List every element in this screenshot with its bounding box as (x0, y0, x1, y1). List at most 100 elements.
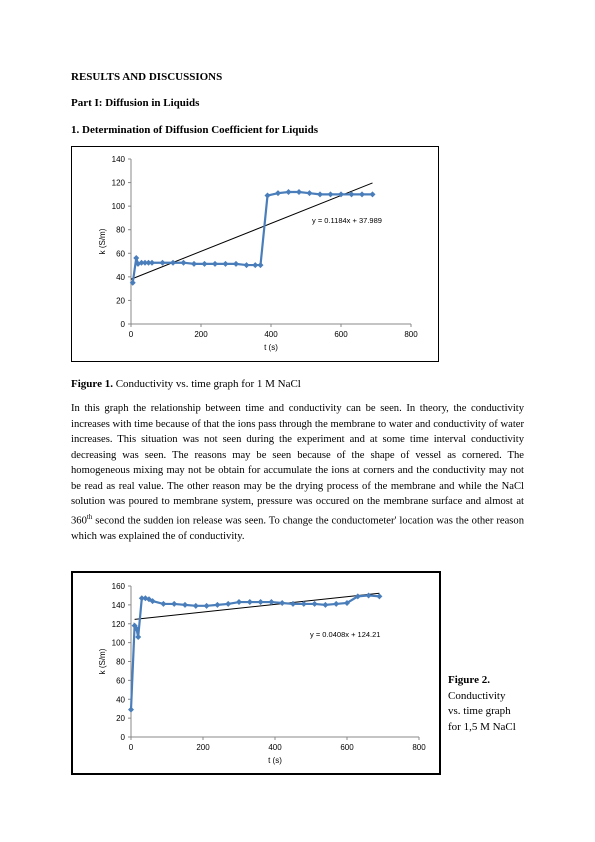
chart2-data-point (149, 598, 156, 605)
chart2-x-tick-label: 600 (340, 743, 354, 752)
chart1-y-tick-label: 0 (121, 320, 126, 329)
chart2-data-point (344, 599, 350, 606)
chart1-data-point (317, 191, 323, 198)
chart1-data-point (257, 262, 264, 269)
chart1-data-point (191, 260, 197, 267)
chart1-data-point (142, 259, 148, 266)
figure2-chart: 0 20 40 60 80 100 120 140 160 0 200 400 600 800 t (s) k… (71, 571, 441, 775)
chart1-data-point (348, 191, 355, 198)
chart2-y-tick-label: 0 (121, 733, 126, 742)
chart1-data-point (275, 190, 281, 197)
part1-heading: Part I: Diffusion in Liquids (71, 97, 200, 109)
figure2-svg: 0 20 40 60 80 100 120 140 160 0 200 400 600 800 t (s) k… (98, 582, 426, 765)
chart2-x-tick-label: 0 (129, 743, 134, 752)
chart1-data-point (243, 262, 250, 269)
chart1-y-tick-label: 40 (116, 273, 125, 282)
chart2-data-point (290, 600, 296, 607)
chart2-data-point (365, 592, 372, 599)
chart2-data-point (146, 596, 152, 603)
chart2-y-tick-label: 20 (116, 714, 125, 723)
chart1-data-point (285, 189, 292, 195)
chart1-trendline-equation: y = 0.1184x + 37.989 (312, 216, 382, 225)
chart1-y-tick-label: 100 (112, 202, 126, 211)
chart1-data-point (159, 259, 166, 266)
chart2-data-point (311, 600, 318, 607)
chart2-data-point (182, 601, 188, 608)
section1-heading: 1. Determination of Diffusion Coefficien… (71, 124, 318, 136)
figure1-caption: Figure 1. Conductivity vs. time graph fo… (71, 378, 301, 390)
chart1-data-point (327, 191, 334, 198)
chart2-y-tick-label: 60 (116, 676, 125, 685)
figure2-caption-line-1: Conductivity (448, 689, 506, 702)
chart2-series-line (129, 594, 380, 710)
chart2-data-point (354, 593, 361, 600)
chart2-data-point (192, 602, 199, 609)
chart2-data-point (246, 599, 253, 606)
chart1-x-tick-label: 400 (264, 330, 278, 339)
chart2-data-point (171, 600, 178, 607)
chart2-data-point (322, 601, 329, 608)
chart1-data-point (212, 260, 218, 267)
discussion-paragraph: In this graph the relationship between t… (71, 401, 524, 544)
chart2-data-point (279, 599, 286, 606)
chart1-data-point (306, 190, 313, 197)
figure2-caption-label: Figure 2. (448, 674, 490, 686)
chart1-data-point (180, 259, 187, 266)
figure1-svg: 0 20 40 60 80 100 120 140 0 200 400 600 800 t (s) k (S… (98, 155, 418, 352)
chart2-data-point (131, 622, 138, 629)
figure2-caption-line-3: for 1,5 M NaCl (448, 720, 516, 733)
chart2-y-tick-label: 160 (112, 582, 126, 591)
chart1-data-point (338, 191, 344, 198)
chart1-data-point (133, 255, 140, 261)
paragraph-text-1: In this graph the relationship between t… (71, 403, 524, 527)
chart2-data-point (236, 599, 242, 606)
chart2-y-tick-label: 80 (116, 658, 125, 667)
chart1-x-tick-label: 800 (404, 330, 418, 339)
chart2-y-axis-label: k (S/m) (98, 648, 107, 674)
figure2-caption-line-2: vs. time graph (448, 705, 511, 717)
chart1-x-axis-label: t (s) (264, 343, 278, 352)
chart1-series-line (131, 190, 373, 283)
figure2-caption: Figure 2. Conductivity vs. time graph fo… (448, 673, 516, 735)
chart2-data-point (133, 625, 140, 632)
chart1-x-tick-label: 600 (334, 330, 348, 339)
chart2-data-point (135, 633, 142, 640)
chart1-y-tick-label: 80 (116, 226, 125, 235)
chart2-x-tick-label: 200 (196, 743, 210, 752)
chart1-data-point (252, 262, 259, 269)
chart1-data-point (233, 260, 239, 267)
chart2-y-tick-label: 120 (112, 620, 126, 629)
chart1-data-point (359, 191, 365, 198)
chart2-trendline-equation: y = 0.0408x + 124.21 (310, 630, 380, 639)
figure1-chart: 0 20 40 60 80 100 120 140 0 200 400 600 800 t (s) k (S… (71, 146, 439, 362)
chart1-data-point (296, 189, 302, 195)
chart2-data-point (214, 601, 221, 608)
chart2-x-tick-label: 800 (412, 743, 426, 752)
chart2-y-tick-label: 100 (112, 639, 126, 648)
chart1-data-point (222, 260, 229, 267)
paragraph-superscript: th (86, 512, 93, 521)
chart2-data-point (138, 595, 145, 602)
section-title-results: RESULTS AND DISCUSSIONS (71, 71, 223, 83)
chart2-y-tick-label: 40 (116, 695, 125, 704)
chart2-x-tick-label: 400 (268, 743, 282, 752)
chart1-data-point (201, 260, 208, 267)
chart1-x-tick-label: 0 (129, 330, 134, 339)
chart2-data-point (128, 706, 134, 713)
chart2-data-point (225, 600, 232, 607)
chart2-data-point (376, 593, 383, 600)
chart2-trendline (134, 592, 380, 620)
chart1-y-tick-label: 120 (112, 179, 126, 188)
chart1-data-point (129, 279, 136, 286)
chart1-data-point (264, 192, 271, 199)
chart2-y-tick-label: 140 (112, 601, 126, 610)
chart1-data-point (170, 259, 176, 266)
chart1-data-point (138, 259, 145, 266)
chart1-y-tick-label: 20 (116, 296, 125, 305)
chart1-data-point (369, 191, 376, 198)
figure1-caption-text: Conductivity vs. time graph for 1 M NaCl (112, 378, 301, 390)
chart2-data-point (333, 600, 340, 607)
chart1-data-point (135, 260, 141, 267)
figure1-caption-label: Figure 1. (71, 378, 113, 390)
chart2-data-point (160, 600, 167, 607)
